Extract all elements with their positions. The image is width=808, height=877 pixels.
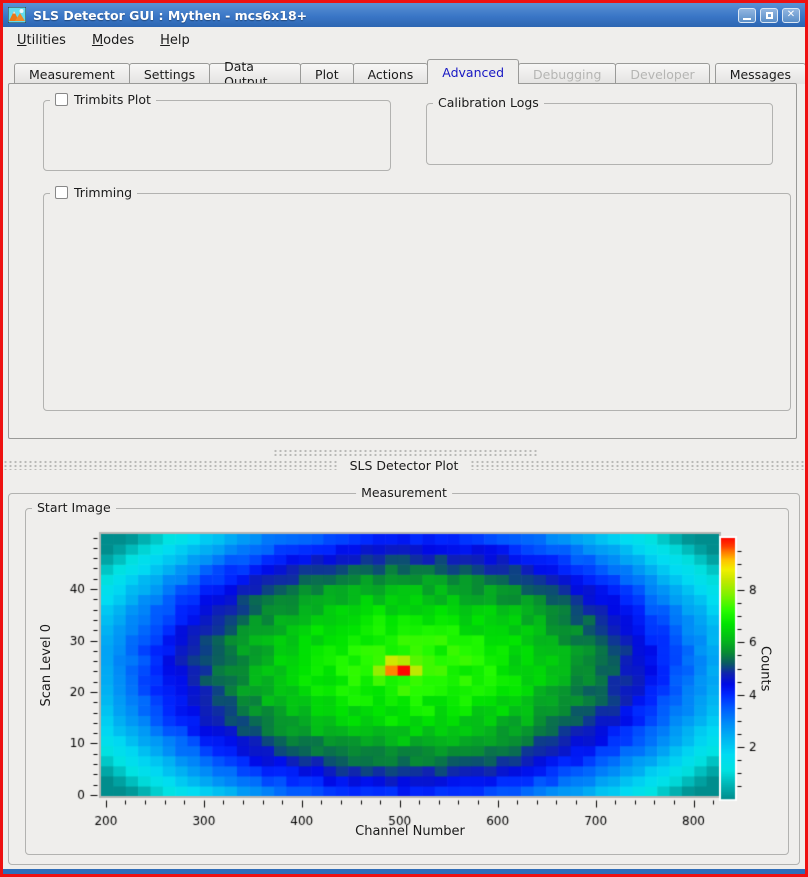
calibration-logs-group-title: Calibration Logs (438, 95, 539, 110)
trimbits-plot-group: Trimbits Plot (43, 92, 391, 171)
tabbar: Measurement Settings Data Output Plot Ac… (14, 59, 805, 89)
tab-developer: Developer (615, 63, 710, 84)
window-title: SLS Detector GUI : Mythen - mcs6x18+ (33, 7, 308, 23)
tab-messages[interactable]: Messages (714, 63, 805, 84)
trimming-checkbox[interactable] (55, 186, 68, 199)
tab-settings[interactable]: Settings (128, 63, 211, 84)
start-image-group-title: Start Image (37, 500, 111, 515)
trimming-group-title: Trimming (74, 185, 133, 200)
maximize-button[interactable] (760, 7, 778, 23)
tab-actions[interactable]: Actions (352, 63, 429, 84)
window-bottom-frame (3, 869, 805, 874)
trimbits-plot-checkbox[interactable] (55, 93, 68, 106)
measurement-group: Measurement (8, 485, 800, 865)
measurement-group-title: Measurement (361, 485, 447, 500)
splitter-handle[interactable] (273, 449, 538, 456)
titlebar: SLS Detector GUI : Mythen - mcs6x18+ ✕ (3, 3, 805, 27)
minimize-button[interactable] (738, 7, 756, 23)
plot-dock-titlebar: SLS Detector Plot (3, 457, 805, 473)
x-axis-title: Channel Number (355, 824, 465, 839)
close-button[interactable]: ✕ (782, 7, 800, 23)
advanced-tab-pane (8, 83, 797, 439)
menu-utilities[interactable]: Utilities (17, 32, 66, 48)
menu-help[interactable]: Help (160, 32, 190, 48)
trimming-group: Trimming (43, 185, 791, 411)
calibration-logs-group: Calibration Logs (426, 95, 773, 165)
colorbar-title: Counts (757, 645, 773, 692)
menubar: Utilities Modes Help (3, 27, 805, 53)
tab-measurement[interactable]: Measurement (14, 63, 130, 84)
start-image-group: Start Image (25, 500, 789, 855)
tab-data-output[interactable]: Data Output (209, 59, 302, 89)
heatmap-plot-canvas[interactable] (31, 519, 779, 831)
tab-advanced[interactable]: Advanced (427, 59, 520, 84)
menu-modes[interactable]: Modes (91, 32, 135, 48)
trimbits-plot-group-title: Trimbits Plot (74, 92, 151, 107)
app-mountain-icon (8, 7, 26, 23)
tab-debugging: Debugging (518, 63, 617, 84)
plot-dock-title: SLS Detector Plot (349, 457, 459, 473)
tab-plot[interactable]: Plot (300, 63, 354, 84)
